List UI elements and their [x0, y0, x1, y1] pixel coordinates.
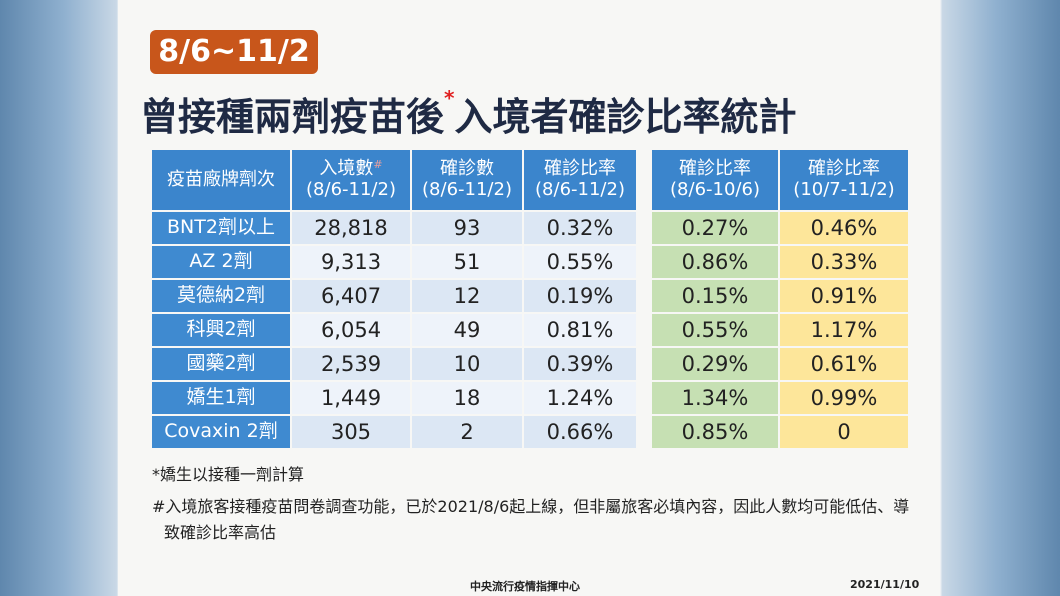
cell: 0.32%: [524, 212, 636, 244]
header-cell: 入境數# (8/6-11/2): [292, 150, 410, 210]
date: 2021/11/10: [850, 578, 920, 591]
cell: 1.24%: [524, 382, 636, 414]
cell: 305: [292, 416, 410, 448]
cell: 9,313: [292, 246, 410, 278]
title-text: 入境者確診比率統計: [454, 95, 797, 139]
header-line: (10/7-11/2): [793, 179, 895, 200]
header-text: 疫苗廠牌劑次: [167, 168, 275, 190]
cell: 18: [412, 382, 522, 414]
cell: 2: [412, 416, 522, 448]
cell: 0.15%: [652, 280, 778, 312]
header-mark: #: [373, 158, 383, 172]
title-text: 曾接種兩劑疫苗後: [140, 95, 445, 139]
cell: 0.27%: [652, 212, 778, 244]
header-text: 確診比率: [808, 158, 880, 180]
header-cell: 確診比率 (10/7-11/2): [780, 150, 908, 210]
cell: 0.55%: [652, 314, 778, 346]
cell: 0.81%: [524, 314, 636, 346]
row-header: 科興2劑: [152, 314, 290, 346]
note: #入境旅客接種疫苗問卷調查功能，已於2021/8/6起上線，但非屬旅客必填內容，…: [152, 497, 910, 542]
row-header: BNT2劑以上: [152, 212, 290, 244]
header-cell: 確診比率 (8/6-11/2): [524, 150, 636, 210]
header-text: 確診比率: [679, 158, 751, 180]
date-badge: 8/6~11/2: [150, 30, 318, 74]
source: 中央流行疫情指揮中心: [470, 580, 580, 593]
row-header: AZ 2劑: [152, 246, 290, 278]
cell: 51: [412, 246, 522, 278]
cell: 1.34%: [652, 382, 778, 414]
note: *嬌生以接種一劑計算: [152, 465, 305, 484]
cell: 1.17%: [780, 314, 908, 346]
cell: 0: [780, 416, 908, 448]
header-cell: 確診比率 (8/6-10/6): [652, 150, 778, 210]
cell: 0.91%: [780, 280, 908, 312]
cell: 0.55%: [524, 246, 636, 278]
cell: 0.99%: [780, 382, 908, 414]
title: 曾接種兩劑疫苗後*入境者確診比率統計: [140, 86, 920, 141]
cell: 0.39%: [524, 348, 636, 380]
cell: 0.86%: [652, 246, 778, 278]
cell: 0.61%: [780, 348, 908, 380]
header-line: (8/6-10/6): [670, 179, 760, 200]
cell: 49: [412, 314, 522, 346]
row-header: Covaxin 2劑: [152, 416, 290, 448]
cell: 0.46%: [780, 212, 908, 244]
header-cell: 確診數 (8/6-11/2): [412, 150, 522, 210]
cell: 1,449: [292, 382, 410, 414]
header-text: 確診比率: [544, 158, 616, 180]
row-header: 嬌生1劑: [152, 382, 290, 414]
header-line: (8/6-11/2): [306, 179, 396, 200]
cell: 0.33%: [780, 246, 908, 278]
cell: 6,407: [292, 280, 410, 312]
title-mark: *: [444, 86, 455, 110]
header-text: 確診數: [440, 158, 494, 180]
cell: 2,539: [292, 348, 410, 380]
row-header: 國藥2劑: [152, 348, 290, 380]
header-line: 確診數: [440, 158, 494, 180]
header-line: (8/6-11/2): [422, 179, 512, 200]
header-line: 確診比率: [544, 158, 616, 180]
cell: 12: [412, 280, 522, 312]
cell: 10: [412, 348, 522, 380]
cell: 0.66%: [524, 416, 636, 448]
header-cell: 疫苗廠牌劑次: [152, 150, 290, 210]
cell: 28,818: [292, 212, 410, 244]
header-line: (8/6-11/2): [535, 179, 625, 200]
header-line: 確診比率: [808, 158, 880, 180]
cell: 93: [412, 212, 522, 244]
header-line: 入境數#: [319, 158, 383, 180]
cell: 6,054: [292, 314, 410, 346]
header-line: 確診比率: [679, 158, 751, 180]
cell: 0.29%: [652, 348, 778, 380]
header-line: 疫苗廠牌劑次: [167, 168, 275, 191]
row-header: 莫德納2劑: [152, 280, 290, 312]
cell: 0.19%: [524, 280, 636, 312]
header-text: 入境數: [319, 158, 374, 180]
cell: 0.85%: [652, 416, 778, 448]
